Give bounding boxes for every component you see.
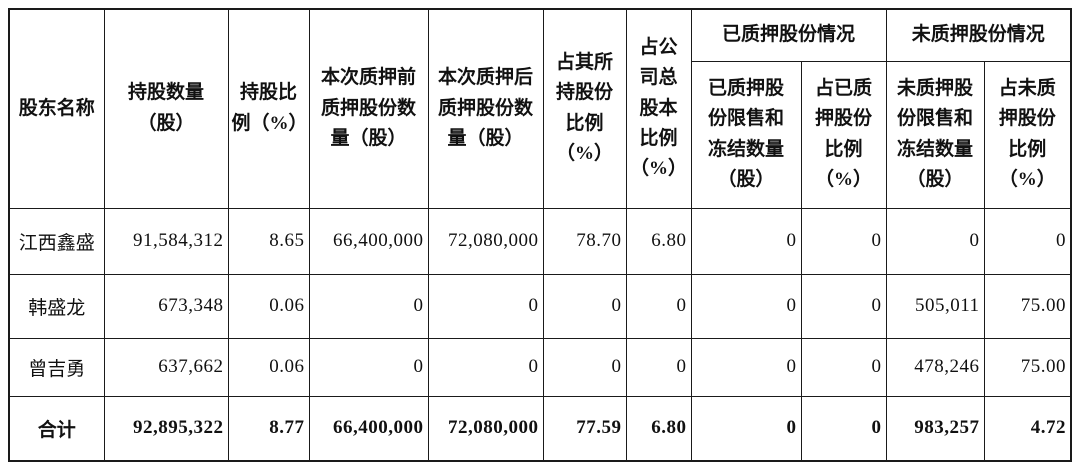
cell-pledged-after: 0: [427, 337, 544, 397]
cell-holding-ratio: 0.06: [227, 337, 310, 397]
cell-shares-held-total: 92,895,322: [103, 395, 229, 462]
cell-unpledged-restricted-frozen: 505,011: [885, 273, 985, 339]
cell-pledged-restricted-frozen: 0: [690, 273, 802, 339]
cell-pledged-ratio: 0: [800, 207, 887, 275]
cell-shares-held: 637,662: [103, 337, 229, 397]
th-holding-ratio: 持股比 例（%）: [227, 8, 310, 209]
cell-holding-ratio-total: 8.77: [227, 395, 310, 462]
cell-ratio-of-held: 0: [542, 273, 627, 339]
table-row: 江西鑫盛 91,584,312 8.65 66,400,000 72,080,0…: [8, 207, 1072, 275]
cell-pledged-restricted-frozen: 0: [690, 337, 802, 397]
cell-unpledged-restricted-frozen-total: 983,257: [885, 395, 985, 462]
cell-pledged-after-total: 72,080,000: [427, 395, 544, 462]
cell-ratio-of-held-total: 77.59: [542, 395, 627, 462]
cell-ratio-of-held: 78.70: [542, 207, 627, 275]
table-row: 韩盛龙 673,348 0.06 0 0 0 0 0 0 505,011 75.…: [8, 273, 1072, 339]
cell-ratio-of-total: 0: [625, 273, 692, 339]
table-row: 曾吉勇 637,662 0.06 0 0 0 0 0 0 478,246 75.…: [8, 337, 1072, 397]
cell-pledged-after: 72,080,000: [427, 207, 544, 275]
th-shareholder-name: 股东名称: [8, 8, 105, 209]
th-pledged-restricted-frozen: 已质押股 份限售和 冻结数量 （股）: [690, 60, 802, 209]
header-group-row: 股东名称 持股数量 （股） 持股比 例（%） 本次质押前 质押股份数 量（股） …: [8, 8, 1072, 209]
cell-unpledged-ratio: 75.00: [983, 337, 1072, 397]
cell-pledged-restricted-frozen-total: 0: [690, 395, 802, 462]
th-pledged-ratio: 占已质 押股份 比例 （%）: [800, 60, 887, 209]
cell-pledged-before: 0: [308, 337, 429, 397]
th-pledged-after: 本次质押后 质押股份数 量（股）: [427, 8, 544, 209]
cell-total-label: 合计: [8, 395, 105, 462]
cell-shareholder-name: 江西鑫盛: [8, 207, 105, 275]
cell-shares-held: 673,348: [103, 273, 229, 339]
cell-pledged-ratio: 0: [800, 337, 887, 397]
th-pledged-before: 本次质押前 质押股份数 量（股）: [308, 8, 429, 209]
cell-ratio-of-total: 0: [625, 337, 692, 397]
cell-pledged-before-total: 66,400,000: [308, 395, 429, 462]
cell-unpledged-ratio: 75.00: [983, 273, 1072, 339]
th-ratio-of-total-capital: 占公 司总 股本 比例 （%）: [625, 8, 692, 209]
th-unpledged-ratio: 占未质 押股份 比例（%）: [983, 60, 1072, 209]
cell-ratio-of-total: 6.80: [625, 207, 692, 275]
cell-pledged-ratio-total: 0: [800, 395, 887, 462]
th-unpledged-restricted-frozen: 未质押股 份限售和 冻结数量 （股）: [885, 60, 985, 209]
cell-shareholder-name: 曾吉勇: [8, 337, 105, 397]
cell-unpledged-ratio: 0: [983, 207, 1072, 275]
cell-pledged-before: 66,400,000: [308, 207, 429, 275]
cell-shares-held: 91,584,312: [103, 207, 229, 275]
th-unpledged-shares-group: 未质押股份情况: [885, 8, 1072, 62]
cell-ratio-of-total-total: 6.80: [625, 395, 692, 462]
cell-shareholder-name: 韩盛龙: [8, 273, 105, 339]
cell-unpledged-ratio-total: 4.72: [983, 395, 1072, 462]
cell-holding-ratio: 8.65: [227, 207, 310, 275]
cell-holding-ratio: 0.06: [227, 273, 310, 339]
cell-unpledged-restricted-frozen: 478,246: [885, 337, 985, 397]
cell-ratio-of-held: 0: [542, 337, 627, 397]
th-pledged-shares-group: 已质押股份情况: [690, 8, 887, 62]
share-pledge-table: 股东名称 持股数量 （股） 持股比 例（%） 本次质押前 质押股份数 量（股） …: [8, 8, 1073, 462]
th-ratio-of-held-shares: 占其所 持股份 比例 （%）: [542, 8, 627, 209]
cell-pledged-ratio: 0: [800, 273, 887, 339]
th-shares-held: 持股数量 （股）: [103, 8, 229, 209]
cell-unpledged-restricted-frozen: 0: [885, 207, 985, 275]
cell-pledged-restricted-frozen: 0: [690, 207, 802, 275]
cell-pledged-before: 0: [308, 273, 429, 339]
cell-pledged-after: 0: [427, 273, 544, 339]
total-row: 合计 92,895,322 8.77 66,400,000 72,080,000…: [8, 395, 1072, 462]
